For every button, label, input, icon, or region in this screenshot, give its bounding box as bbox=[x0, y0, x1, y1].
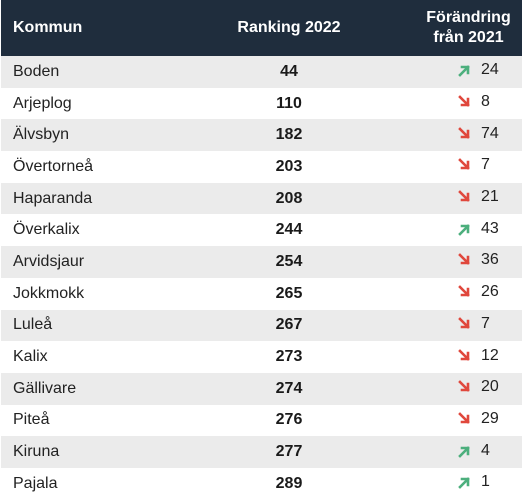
change-value: 12 bbox=[481, 346, 499, 364]
ranking-value: 44 bbox=[280, 62, 298, 80]
column-header-kommun: Kommun bbox=[13, 19, 83, 36]
change-value: 24 bbox=[481, 61, 499, 79]
change-value: 20 bbox=[481, 378, 499, 396]
table-row: Kiruna 277 4 bbox=[1, 436, 522, 468]
change-value: 43 bbox=[481, 219, 499, 237]
arrow-down-right-icon bbox=[457, 253, 471, 267]
kommun-name: Gällivare bbox=[13, 379, 77, 397]
table-row: Älvsbyn 182 74 bbox=[1, 119, 522, 152]
table-row: Kalix 273 12 bbox=[1, 341, 522, 373]
table-row: Jokkmokk 265 26 bbox=[1, 278, 522, 310]
arrow-down-right-icon bbox=[457, 190, 471, 204]
kommun-name: Arvidsjaur bbox=[13, 252, 85, 270]
arrow-up-right-icon bbox=[457, 222, 471, 236]
change-value: 36 bbox=[481, 251, 499, 269]
table-row: Pajala 289 1 bbox=[1, 468, 522, 500]
change-cell: 74 bbox=[415, 119, 522, 151]
change-value: 7 bbox=[481, 156, 490, 174]
arrow-down-right-icon bbox=[457, 285, 471, 299]
change-value: 8 bbox=[481, 93, 490, 111]
change-value: 21 bbox=[481, 188, 499, 206]
arrow-down-right-icon bbox=[457, 412, 471, 426]
change-value: 4 bbox=[481, 441, 490, 459]
change-cell: 4 bbox=[415, 436, 522, 468]
column-header-change-line1: Förändring bbox=[426, 9, 511, 26]
table-row: Gällivare 274 20 bbox=[1, 372, 522, 405]
ranking-value: 277 bbox=[275, 443, 303, 461]
kommun-name: Pajala bbox=[13, 474, 58, 492]
arrow-down-right-icon bbox=[457, 317, 471, 331]
change-value: 1 bbox=[481, 473, 490, 491]
kommun-name: Arjeplog bbox=[13, 94, 72, 112]
column-header-ranking: Ranking 2022 bbox=[237, 19, 341, 36]
ranking-value: 244 bbox=[275, 221, 303, 239]
change-cell: 7 bbox=[415, 151, 522, 183]
column-header-change-line2: från 2021 bbox=[433, 29, 504, 46]
kommun-name: Haparanda bbox=[13, 189, 93, 207]
ranking-value: 273 bbox=[275, 348, 303, 366]
kommun-name: Boden bbox=[13, 62, 60, 80]
change-value: 26 bbox=[481, 283, 499, 301]
table-header-row: Kommun Ranking 2022 Förändring från 2021 bbox=[1, 0, 522, 56]
change-cell: 7 bbox=[415, 310, 522, 342]
change-cell: 20 bbox=[415, 373, 522, 405]
arrow-down-right-icon bbox=[457, 126, 471, 141]
change-cell: 43 bbox=[415, 214, 522, 246]
change-cell: 21 bbox=[415, 183, 522, 215]
kommun-name: Piteå bbox=[13, 411, 50, 429]
change-value: 74 bbox=[481, 124, 499, 142]
kommun-name: Kiruna bbox=[13, 443, 60, 461]
change-value: 7 bbox=[481, 314, 490, 332]
table-row: Överkalix 244 43 bbox=[1, 214, 522, 246]
kommun-name: Älvsbyn bbox=[13, 126, 70, 144]
arrow-up-right-icon bbox=[457, 63, 471, 78]
kommun-name: Kalix bbox=[13, 348, 48, 366]
table-row: Haparanda 208 21 bbox=[1, 182, 522, 215]
kommun-name: Övertorneå bbox=[13, 157, 94, 175]
ranking-value: 265 bbox=[275, 284, 303, 302]
ranking-value: 203 bbox=[275, 157, 303, 175]
ranking-value: 182 bbox=[275, 126, 303, 144]
ranking-value: 208 bbox=[275, 189, 303, 207]
ranking-value: 254 bbox=[275, 252, 303, 270]
arrow-down-right-icon bbox=[457, 95, 471, 109]
change-value: 29 bbox=[481, 409, 499, 427]
change-cell: 26 bbox=[415, 278, 522, 310]
kommun-name: Jokkmokk bbox=[13, 284, 85, 302]
change-cell: 36 bbox=[415, 246, 522, 278]
column-header-change: Förändring från 2021 bbox=[415, 0, 522, 56]
table-row: Övertorneå 203 7 bbox=[1, 151, 522, 183]
kommun-name: Luleå bbox=[13, 316, 53, 334]
arrow-down-right-icon bbox=[457, 380, 471, 394]
ranking-value: 274 bbox=[275, 379, 303, 397]
table-row: Luleå 267 7 bbox=[1, 309, 522, 342]
table-row: Piteå 276 29 bbox=[1, 405, 522, 437]
change-cell: 24 bbox=[415, 56, 522, 88]
kommun-name: Överkalix bbox=[13, 221, 80, 239]
ranking-value: 267 bbox=[275, 316, 303, 334]
ranking-value: 276 bbox=[275, 411, 303, 429]
arrow-down-right-icon bbox=[457, 348, 471, 363]
ranking-value: 289 bbox=[275, 474, 303, 492]
ranking-value: 110 bbox=[276, 94, 302, 112]
change-cell: 12 bbox=[415, 341, 522, 373]
change-cell: 8 bbox=[415, 88, 522, 120]
arrow-up-right-icon bbox=[457, 475, 471, 490]
arrow-up-right-icon bbox=[457, 444, 471, 458]
change-cell: 29 bbox=[415, 405, 522, 437]
table-row: Boden 44 24 bbox=[1, 56, 522, 88]
arrow-down-right-icon bbox=[457, 158, 471, 172]
table-row: Arjeplog 110 8 bbox=[1, 88, 522, 120]
change-cell: 1 bbox=[415, 468, 522, 500]
table-row: Arvidsjaur 254 36 bbox=[1, 246, 522, 278]
